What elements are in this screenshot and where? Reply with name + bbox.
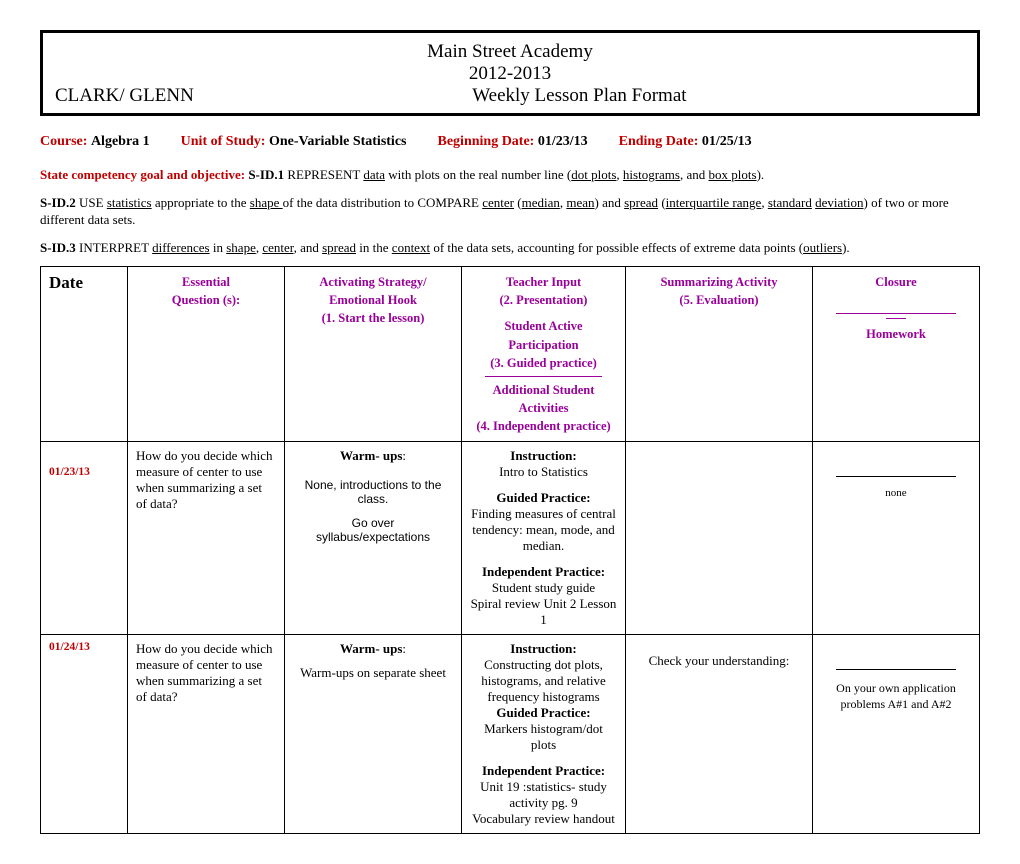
summarizing-cell: Check your understanding: — [626, 635, 813, 834]
table-row: 01/24/13 How do you decide which measure… — [41, 635, 980, 834]
end-label: Ending Date: — [619, 134, 699, 149]
competency-1: State competency goal and objective: S-I… — [40, 166, 980, 184]
eq-cell: How do you decide which measure of cente… — [128, 442, 285, 635]
closure-cell: none — [813, 442, 980, 635]
table-header-row: Date Essential Question (s): Activating … — [41, 267, 980, 442]
end-value: 01/25/13 — [702, 134, 752, 149]
school-year: 2012-2013 — [55, 63, 965, 85]
begin-label: Beginning Date: — [438, 134, 535, 149]
col-activating: Activating Strategy/ Emotional Hook (1. … — [285, 267, 462, 442]
date-cell: 01/24/13 — [41, 635, 128, 834]
unit-label: Unit of Study: — [181, 134, 266, 149]
course-value: Algebra 1 — [91, 134, 150, 149]
activating-cell: Warm- ups: None, introductions to the cl… — [285, 442, 462, 635]
col-date: Date — [41, 267, 128, 442]
doc-title: Weekly Lesson Plan Format — [194, 85, 965, 107]
date-cell: 01/23/13 — [41, 442, 128, 635]
competency-3: S-ID.3 INTERPRET differences in shape, c… — [40, 239, 980, 257]
col-summarizing: Summarizing Activity (5. Evaluation) — [626, 267, 813, 442]
header-box: Main Street Academy 2012-2013 CLARK/ GLE… — [40, 30, 980, 116]
activating-cell: Warm- ups: Warm-ups on separate sheet — [285, 635, 462, 834]
begin-value: 01/23/13 — [538, 134, 588, 149]
summarizing-cell — [626, 442, 813, 635]
col-teacher-input: Teacher Input (2. Presentation) Student … — [462, 267, 626, 442]
closure-cell: On your own application problems A#1 and… — [813, 635, 980, 834]
table-row: 01/23/13 How do you decide which measure… — [41, 442, 980, 635]
meta-line: Course: Algebra 1 Unit of Study: One-Var… — [40, 134, 980, 150]
col-closure: Closure Homework — [813, 267, 980, 442]
competency-2: S-ID.2 USE statistics appropriate to the… — [40, 194, 980, 229]
eq-cell: How do you decide which measure of cente… — [128, 635, 285, 834]
lesson-table: Date Essential Question (s): Activating … — [40, 266, 980, 834]
teacher-input-cell: Instruction: Intro to Statistics Guided … — [462, 442, 626, 635]
school-name: Main Street Academy — [55, 41, 965, 63]
unit-value: One-Variable Statistics — [269, 134, 407, 149]
course-label: Course: — [40, 134, 87, 149]
teacher-names: CLARK/ GLENN — [55, 85, 194, 107]
col-essential-question: Essential Question (s): — [128, 267, 285, 442]
teacher-input-cell: Instruction: Constructing dot plots, his… — [462, 635, 626, 834]
